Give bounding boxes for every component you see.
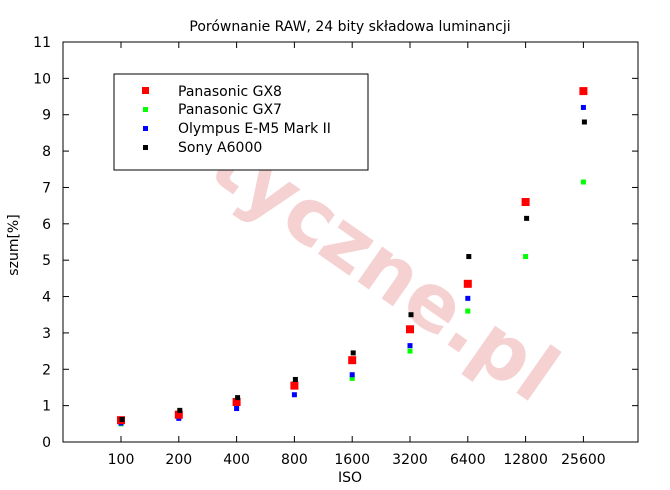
point-olympus-e-m5-mark-ii-800 xyxy=(291,392,297,398)
point-sony-a6000-100 xyxy=(119,416,125,422)
chart-title: Porównanie RAW, 24 bity składowa luminan… xyxy=(189,19,510,35)
x-tick-label: 25600 xyxy=(561,452,606,468)
x-axis-label: ISO xyxy=(338,470,362,486)
point-sony-a6000-200 xyxy=(177,407,183,413)
y-tick-label: 8 xyxy=(42,144,51,160)
point-sony-a6000-6400 xyxy=(466,254,472,260)
legend-marker-3 xyxy=(143,145,148,150)
point-panasonic-gx8-800 xyxy=(290,381,299,390)
legend-label-0: Panasonic GX8 xyxy=(178,84,282,100)
point-panasonic-gx7-12800 xyxy=(523,254,529,260)
legend: Panasonic GX8 Panasonic GX7 Olympus E-M5… xyxy=(113,73,369,171)
y-tick-label: 6 xyxy=(42,217,51,233)
point-sony-a6000-800 xyxy=(292,376,298,382)
x-tick-label: 200 xyxy=(165,452,192,468)
point-olympus-e-m5-mark-ii-400 xyxy=(234,406,240,412)
point-panasonic-gx7-1600 xyxy=(349,375,355,381)
legend-label-1: Panasonic GX7 xyxy=(178,102,282,118)
data-points xyxy=(117,87,588,427)
legend-label-3: Sony A6000 xyxy=(178,140,262,156)
x-tick-label: 3200 xyxy=(392,452,428,468)
point-sony-a6000-400 xyxy=(235,395,241,401)
y-tick-label: 2 xyxy=(42,362,51,378)
y-tick-label: 5 xyxy=(42,253,51,269)
legend-box xyxy=(113,73,369,171)
y-tick-label: 4 xyxy=(42,290,51,306)
x-tick-label: 6400 xyxy=(450,452,486,468)
point-olympus-e-m5-mark-ii-6400 xyxy=(465,295,471,301)
point-panasonic-gx8-12800 xyxy=(521,198,530,206)
y-tick-label: 11 xyxy=(33,35,51,51)
y-tick-label: 7 xyxy=(42,180,51,196)
x-tick-label: 12800 xyxy=(503,452,548,468)
plot-frame xyxy=(62,41,639,443)
x-tick-label: 800 xyxy=(281,452,308,468)
point-panasonic-gx8-200 xyxy=(174,410,183,419)
point-panasonic-gx8-25600 xyxy=(579,87,588,96)
point-sony-a6000-1600 xyxy=(350,350,356,356)
y-tick-label: 10 xyxy=(33,71,51,87)
point-panasonic-gx8-1600 xyxy=(348,356,357,365)
y-tick-label: 0 xyxy=(42,435,51,451)
point-panasonic-gx7-3200 xyxy=(407,348,413,354)
x-axis: 100 200 400 800 1600 3200 6400 12800 25600 xyxy=(108,42,606,468)
x-tick-label: 1600 xyxy=(334,452,370,468)
point-sony-a6000-3200 xyxy=(408,312,414,318)
legend-marker-2 xyxy=(143,126,148,131)
point-panasonic-gx7-25600 xyxy=(580,179,586,185)
legend-marker-1 xyxy=(143,107,148,112)
point-sony-a6000-12800 xyxy=(524,215,530,221)
y-axis: 0 1 2 3 4 5 6 7 8 9 10 11 xyxy=(33,35,638,451)
point-panasonic-gx7-6400 xyxy=(465,308,471,314)
point-panasonic-gx8-400 xyxy=(232,398,241,406)
y-tick-label: 9 xyxy=(42,108,51,124)
point-olympus-e-m5-mark-ii-1600 xyxy=(349,372,355,378)
point-olympus-e-m5-mark-ii-25600 xyxy=(580,104,586,110)
y-tick-label: 3 xyxy=(42,326,51,342)
point-sony-a6000-25600 xyxy=(581,119,587,125)
x-tick-label: 100 xyxy=(108,452,135,468)
point-panasonic-gx8-6400 xyxy=(463,279,472,288)
x-tick-label: 400 xyxy=(223,452,250,468)
point-panasonic-gx8-3200 xyxy=(406,325,414,334)
legend-marker-0 xyxy=(142,87,149,94)
legend-label-2: Olympus E-M5 Mark II xyxy=(178,121,331,137)
y-tick-label: 1 xyxy=(42,399,51,415)
point-olympus-e-m5-mark-ii-3200 xyxy=(407,343,413,349)
y-axis-label: szum[%] xyxy=(6,214,22,275)
